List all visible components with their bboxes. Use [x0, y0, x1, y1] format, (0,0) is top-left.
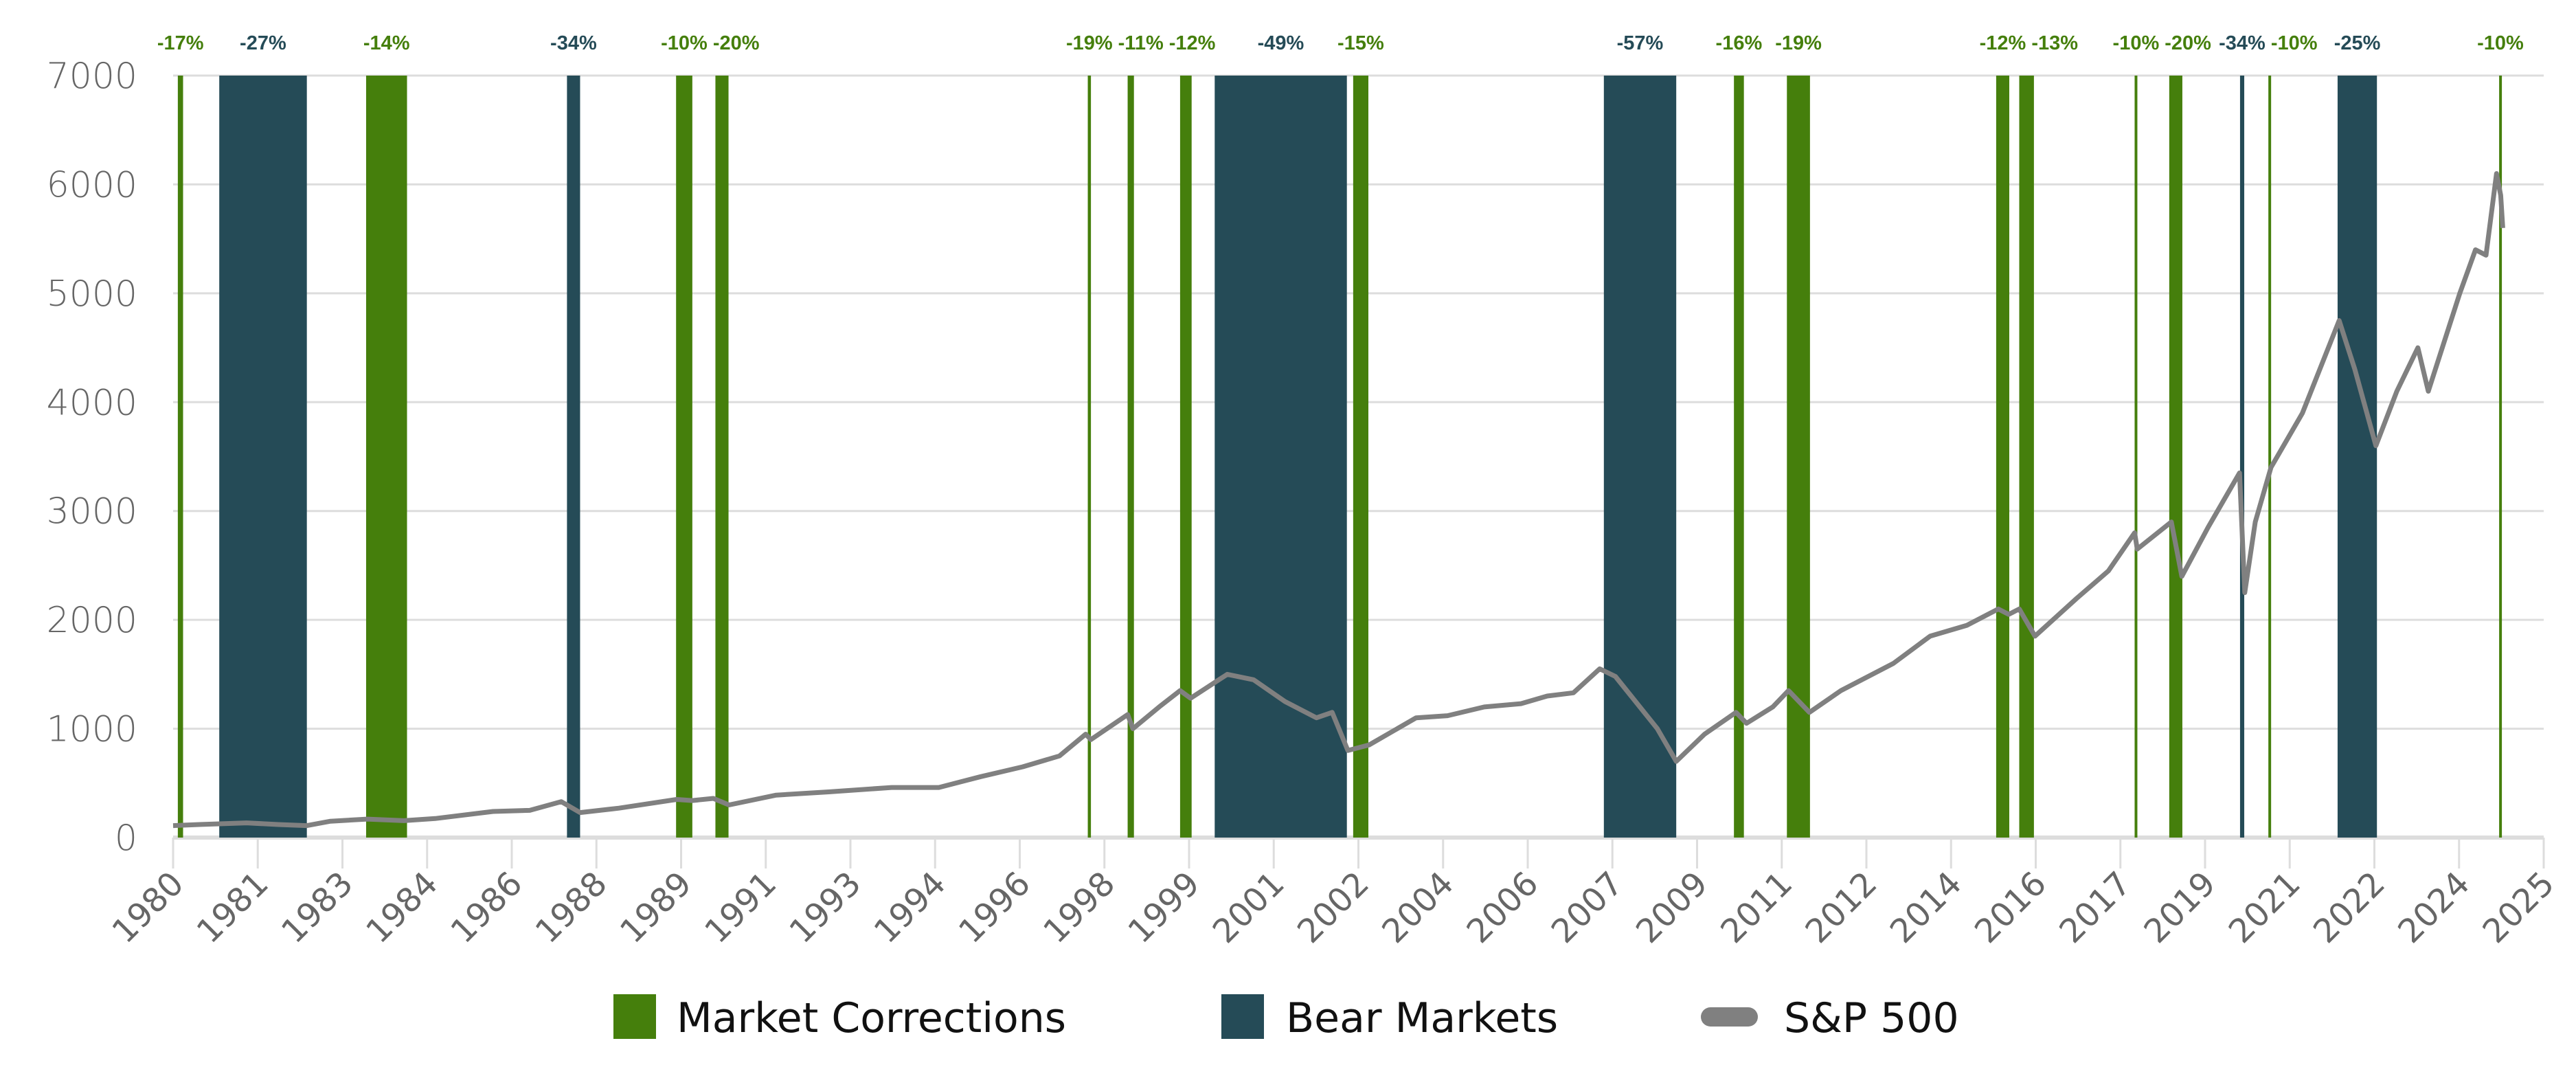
- event-drawdown-label: -10%: [2113, 32, 2160, 54]
- bear-market-band: [219, 76, 307, 838]
- x-tick-label: 1999: [1121, 864, 1208, 951]
- x-tick-label: 2022: [2306, 864, 2393, 951]
- event-drawdown-label: -57%: [1617, 32, 1664, 54]
- x-tick-label: 1994: [867, 864, 953, 951]
- market-correction-band: [1127, 76, 1134, 838]
- bear-market-band: [1214, 76, 1347, 838]
- y-tick-label: 3000: [47, 491, 137, 532]
- event-drawdown-label: -12%: [1169, 32, 1216, 54]
- x-axis: 1980198119831984198619881989199119931994…: [105, 838, 2562, 951]
- event-drawdown-label: -20%: [713, 32, 760, 54]
- x-tick-label: 1991: [697, 864, 784, 951]
- event-drawdown-label: -14%: [363, 32, 410, 54]
- x-tick-label: 1986: [444, 864, 530, 951]
- event-drawdown-label: -20%: [2165, 32, 2211, 54]
- event-drawdown-label: -34%: [2219, 32, 2266, 54]
- event-drawdown-label: -13%: [2031, 32, 2078, 54]
- market-correction-band: [365, 76, 407, 838]
- legend-swatch-bear-markets: [1221, 994, 1264, 1039]
- x-tick-label: 2012: [1798, 864, 1885, 951]
- sp500-line: [172, 171, 2505, 829]
- event-drawdown-label: -10%: [2271, 32, 2318, 54]
- y-axis: 0 1000 2000 3000 4000 5000 6000 7000: [47, 56, 137, 859]
- x-tick-label: 1984: [359, 864, 445, 951]
- x-tick-label: 1983: [274, 864, 361, 951]
- y-tick-label: 7000: [47, 56, 137, 97]
- x-tick-label: 2006: [1460, 864, 1546, 951]
- event-drawdown-label: -15%: [1337, 32, 1384, 54]
- event-drawdown-label: -19%: [1066, 32, 1113, 54]
- market-correction-band: [177, 76, 183, 838]
- market-correction-band: [2169, 76, 2182, 838]
- event-drawdown-label: -12%: [1980, 32, 2026, 54]
- x-tick-label: 2011: [1713, 864, 1800, 951]
- x-tick-label: 2017: [2052, 864, 2138, 951]
- event-drawdown-label: -10%: [661, 32, 708, 54]
- x-tick-label: 2002: [1290, 864, 1377, 951]
- market-correction-band: [1353, 76, 1369, 838]
- market-correction-band: [2268, 76, 2272, 838]
- event-drawdown-label: -25%: [2334, 32, 2381, 54]
- market-correction-band: [676, 76, 692, 838]
- market-correction-band: [2499, 76, 2502, 838]
- y-tick-label: 4000: [47, 382, 137, 423]
- legend-label-bear-markets: Bear Markets: [1286, 994, 1558, 1042]
- market-correction-band: [715, 76, 729, 838]
- market-correction-band: [2134, 76, 2138, 838]
- market-correction-band: [1787, 76, 1810, 838]
- x-tick-label: 2021: [2222, 864, 2308, 951]
- market-correction-band: [1996, 76, 2009, 838]
- x-tick-label: 2007: [1544, 864, 1631, 951]
- x-tick-label: 1989: [613, 864, 699, 951]
- x-tick-label: 2014: [1883, 864, 1969, 951]
- event-drawdown-label: -34%: [550, 32, 597, 54]
- x-tick-label: 2025: [2476, 864, 2562, 951]
- x-tick-label: 2024: [2391, 864, 2477, 951]
- event-drawdown-label: -16%: [1716, 32, 1763, 54]
- x-tick-label: 2004: [1375, 864, 1461, 951]
- bear-market-band: [1603, 76, 1677, 838]
- legend-swatch-market-corrections: [613, 994, 656, 1039]
- y-tick-label: 0: [115, 818, 137, 859]
- event-drawdown-label: -10%: [2477, 32, 2524, 54]
- event-bands: [177, 76, 2502, 838]
- market-correction-band: [1734, 76, 1744, 838]
- event-drawdown-label: -27%: [240, 32, 286, 54]
- x-tick-label: 2009: [1629, 864, 1715, 951]
- x-tick-label: 2001: [1206, 864, 1292, 951]
- x-tick-label: 1988: [528, 864, 615, 951]
- y-tick-label: 5000: [47, 273, 137, 315]
- y-tick-label: 6000: [47, 164, 137, 205]
- legend: Market Corrections Bear Markets S&P 500: [613, 994, 1959, 1042]
- y-tick-label: 1000: [47, 709, 137, 750]
- bear-market-band: [2239, 76, 2245, 838]
- x-tick-label: 2019: [2137, 864, 2224, 951]
- bear-market-band: [2337, 76, 2377, 838]
- x-tick-label: 1993: [782, 864, 869, 951]
- x-tick-label: 1980: [105, 864, 192, 951]
- x-tick-label: 1981: [190, 864, 276, 951]
- legend-label-sp500: S&P 500: [1784, 994, 1959, 1042]
- market-correction-band: [1179, 76, 1192, 838]
- x-tick-label: 2016: [1967, 864, 2054, 951]
- x-tick-label: 1998: [1036, 864, 1122, 951]
- x-tick-label: 1996: [951, 864, 1038, 951]
- event-drawdown-label: -17%: [157, 32, 204, 54]
- y-tick-label: 2000: [47, 600, 137, 641]
- event-drawdown-label: -19%: [1775, 32, 1822, 54]
- market-correction-band: [2019, 76, 2034, 838]
- market-correction-band: [1087, 76, 1092, 838]
- event-drawdown-label: -49%: [1258, 32, 1304, 54]
- legend-label-market-corrections: Market Corrections: [677, 994, 1066, 1042]
- bear-market-band: [567, 76, 580, 838]
- event-labels: -17% -27% -14% -34% -10% -20% -19% -11% -12% -49%…: [157, 32, 2524, 54]
- event-drawdown-label: -11%: [1118, 32, 1164, 54]
